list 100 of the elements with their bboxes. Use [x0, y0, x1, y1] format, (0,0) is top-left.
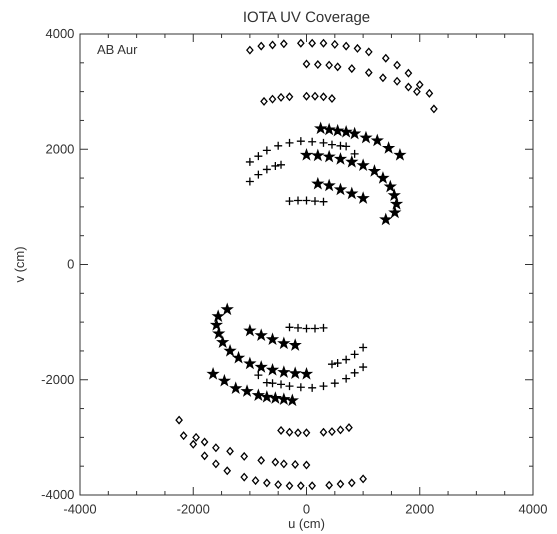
point	[312, 178, 324, 189]
point	[252, 390, 264, 400]
y-axis-title: v (cm)	[12, 246, 27, 283]
point	[290, 340, 301, 350]
point	[245, 157, 255, 167]
point	[270, 161, 280, 171]
point	[327, 360, 337, 369]
point	[284, 196, 294, 206]
point	[262, 378, 272, 388]
point	[310, 196, 320, 206]
point	[332, 358, 342, 368]
point	[222, 304, 233, 314]
point	[262, 146, 272, 156]
point	[293, 323, 303, 333]
point	[301, 368, 312, 379]
point	[302, 324, 312, 334]
x-tick-label: -4000	[63, 502, 97, 517]
point	[318, 381, 328, 391]
x-tick-label: 0	[302, 502, 310, 517]
point	[332, 125, 344, 136]
point	[276, 160, 286, 170]
chart-title: IOTA UV Coverage	[242, 9, 370, 26]
point	[230, 382, 242, 394]
point	[358, 342, 368, 352]
point	[360, 132, 372, 142]
point	[267, 334, 278, 344]
point	[276, 380, 286, 390]
point	[383, 142, 394, 153]
y-tick-label: -4000	[41, 487, 74, 502]
point	[262, 164, 272, 174]
point	[349, 128, 360, 138]
point	[318, 323, 328, 333]
y-tick-label: 2000	[45, 141, 74, 156]
point	[335, 184, 346, 194]
point	[330, 378, 340, 388]
point	[278, 366, 290, 377]
point	[389, 206, 400, 218]
point	[213, 328, 224, 338]
point	[384, 181, 396, 192]
point	[369, 165, 380, 176]
point	[270, 392, 281, 403]
point	[358, 160, 369, 170]
point	[341, 354, 351, 364]
point	[358, 362, 368, 372]
point	[254, 370, 264, 380]
point	[312, 150, 324, 160]
point	[346, 156, 358, 167]
point	[245, 176, 255, 186]
point	[254, 170, 264, 180]
point	[388, 190, 400, 200]
point	[324, 151, 335, 162]
point	[244, 325, 256, 336]
point	[324, 124, 335, 134]
point	[284, 381, 294, 391]
point	[318, 197, 328, 206]
point	[290, 368, 301, 378]
point	[302, 196, 312, 206]
point	[254, 152, 264, 161]
point	[212, 310, 224, 322]
point	[308, 137, 317, 146]
point	[242, 386, 252, 396]
point	[372, 134, 383, 146]
point	[284, 138, 294, 148]
point	[394, 149, 406, 160]
point	[296, 136, 306, 146]
point	[261, 391, 272, 402]
point	[284, 322, 294, 332]
x-tick-label: -2000	[176, 502, 210, 517]
y-tick-label: 4000	[45, 26, 74, 42]
point	[256, 330, 267, 340]
point	[310, 324, 320, 334]
y-tick-label: 0	[67, 256, 74, 272]
point	[217, 336, 228, 347]
point	[350, 149, 360, 159]
point	[268, 378, 278, 388]
point	[267, 364, 278, 375]
point	[336, 141, 346, 150]
point	[358, 192, 369, 203]
point	[256, 361, 267, 372]
point	[211, 319, 222, 330]
point	[301, 149, 312, 160]
point	[286, 394, 298, 406]
point	[308, 383, 317, 392]
x-axis-title: u (cm)	[288, 516, 325, 531]
point	[278, 394, 290, 404]
annotation: AB Aur	[97, 42, 138, 57]
point	[335, 153, 346, 164]
point	[340, 126, 352, 137]
x-tick-label: 4000	[518, 502, 548, 517]
point	[318, 138, 328, 148]
point	[278, 338, 290, 348]
point	[224, 345, 236, 356]
point	[208, 368, 218, 379]
point	[324, 180, 335, 190]
point	[391, 198, 402, 209]
point	[218, 375, 230, 386]
point	[380, 214, 392, 224]
point	[244, 358, 256, 368]
point	[378, 172, 388, 183]
point	[315, 122, 326, 134]
